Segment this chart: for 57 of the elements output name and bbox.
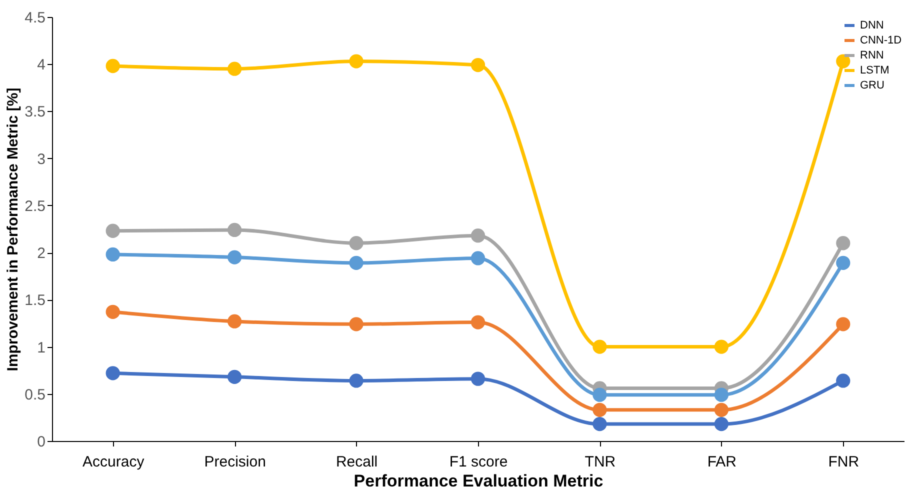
x-tick-label: FNR bbox=[828, 454, 860, 470]
x-tick-label: F1 score bbox=[449, 454, 508, 470]
point bbox=[592, 416, 607, 432]
point bbox=[470, 372, 486, 386]
x-tick-label: Precision bbox=[204, 454, 266, 470]
point bbox=[349, 236, 364, 250]
point bbox=[714, 340, 728, 354]
y-tick-label: 0 bbox=[37, 434, 46, 450]
x-tick-label: Accuracy bbox=[82, 454, 145, 470]
y-tick-label: 4.5 bbox=[24, 10, 46, 26]
point bbox=[349, 374, 364, 388]
point bbox=[228, 222, 242, 237]
point bbox=[228, 370, 242, 384]
point bbox=[836, 54, 850, 68]
y-tick-label: 3.5 bbox=[24, 104, 46, 121]
point bbox=[714, 402, 728, 417]
point bbox=[228, 250, 242, 264]
y-tick-label: 3 bbox=[37, 150, 46, 168]
point bbox=[470, 251, 486, 266]
point bbox=[592, 340, 607, 354]
point bbox=[228, 62, 242, 76]
y-tick-label: 2.5 bbox=[24, 198, 46, 215]
point bbox=[714, 416, 728, 432]
point bbox=[470, 228, 486, 243]
point bbox=[470, 315, 486, 330]
legend-label: RNN bbox=[860, 50, 884, 62]
point bbox=[836, 317, 850, 332]
x-tick-label: Recall bbox=[336, 454, 378, 470]
point bbox=[228, 314, 242, 328]
point bbox=[106, 247, 120, 262]
legend-label: CNN-1D bbox=[860, 34, 902, 46]
x-axis-title: Performance Evaluation Metric bbox=[354, 472, 604, 490]
point bbox=[106, 366, 120, 380]
point bbox=[836, 374, 850, 388]
y-tick-label: 1 bbox=[37, 339, 46, 356]
point bbox=[592, 388, 607, 402]
point bbox=[349, 256, 364, 270]
point bbox=[470, 58, 486, 72]
y-tick-label: 4 bbox=[37, 56, 46, 74]
legend-label: GRU bbox=[860, 80, 884, 92]
x-tick-label: TNR bbox=[584, 454, 616, 470]
point bbox=[106, 58, 120, 74]
point bbox=[349, 317, 364, 332]
point bbox=[714, 388, 728, 402]
point bbox=[349, 54, 364, 68]
y-tick-label: 1.5 bbox=[24, 292, 46, 310]
point bbox=[836, 236, 850, 250]
point bbox=[836, 256, 850, 270]
y-tick-label: 0.5 bbox=[24, 386, 46, 404]
x-tick-label: FAR bbox=[707, 454, 737, 470]
point bbox=[106, 304, 120, 319]
legend-label: DNN bbox=[860, 20, 884, 32]
point bbox=[106, 224, 120, 238]
legend-label: LSTM bbox=[860, 64, 890, 76]
y-axis-title: Improvement in Performance Metric [%] bbox=[4, 88, 22, 372]
y-tick-label: 2 bbox=[37, 245, 46, 262]
point bbox=[592, 402, 607, 417]
